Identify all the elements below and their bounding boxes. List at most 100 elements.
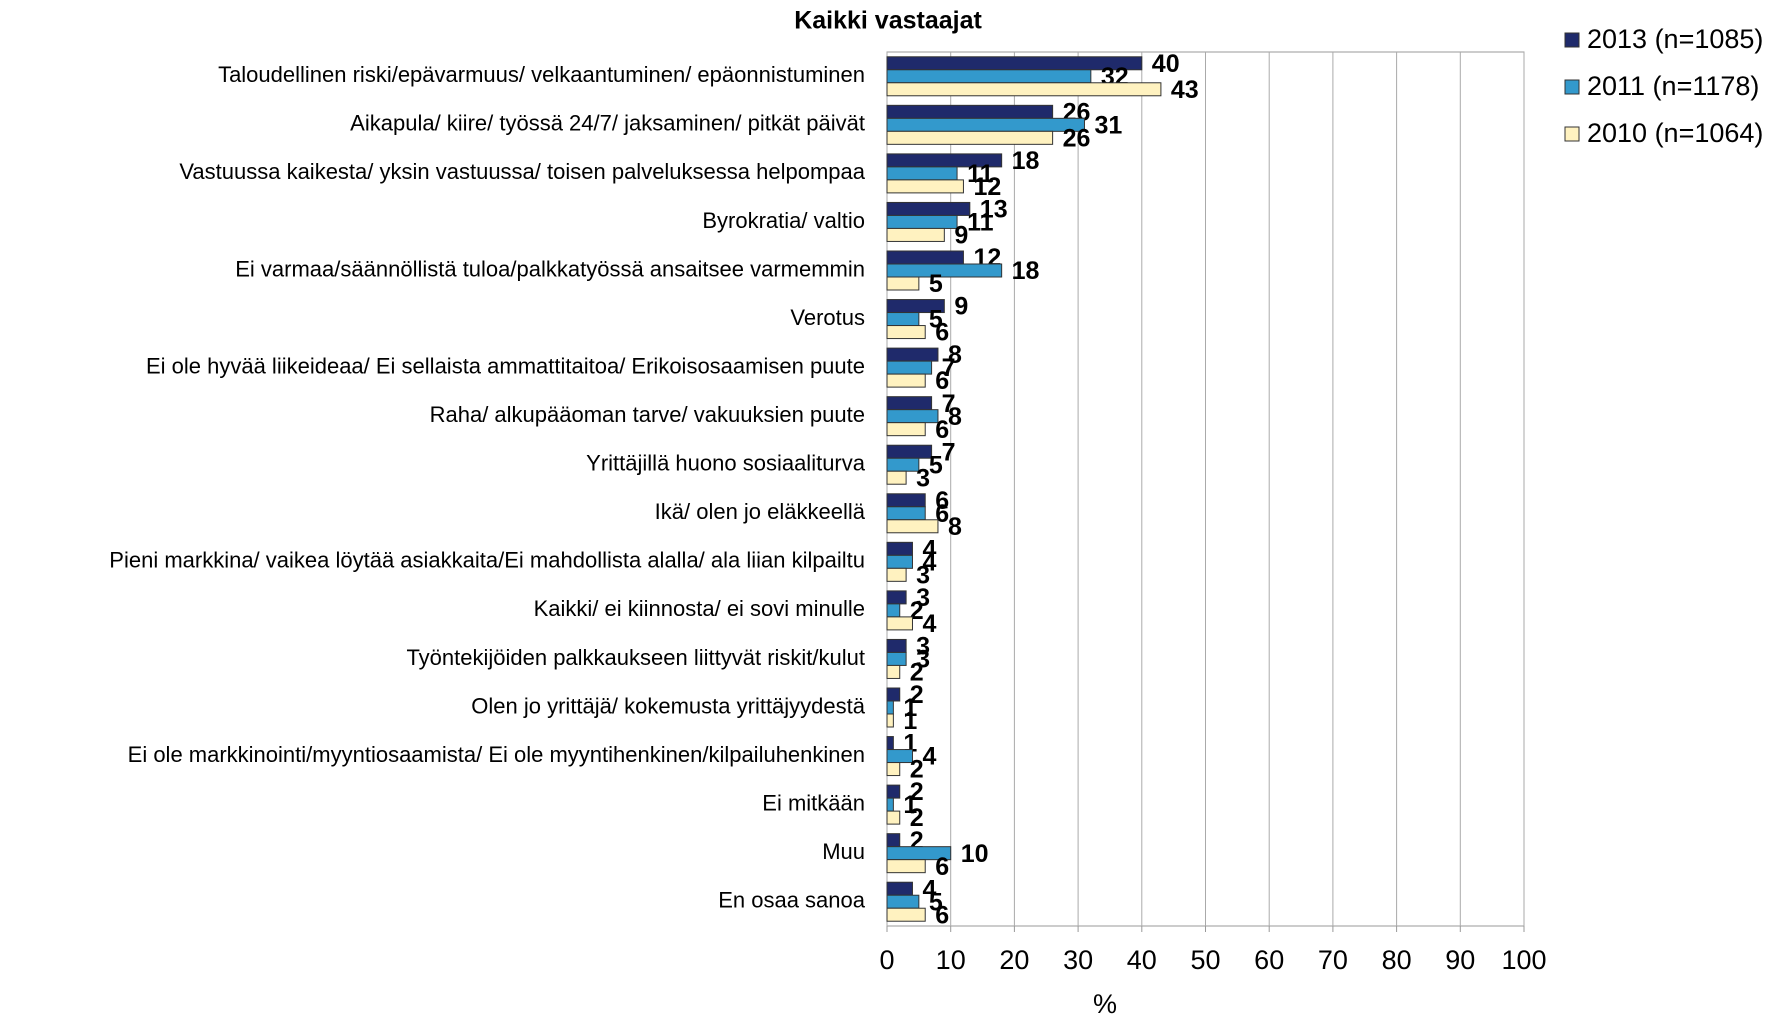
data-label: 6 — [935, 367, 949, 395]
bar — [886, 250, 964, 265]
bar — [886, 506, 926, 521]
data-label: 6 — [935, 319, 949, 347]
data-label: 4 — [922, 548, 936, 576]
legend-label: 2013 (n=1085) — [1587, 24, 1763, 54]
x-tick-label: 70 — [1318, 945, 1348, 975]
data-label: 4 — [922, 875, 936, 903]
y-tick-label: Vastuussa kaikesta/ yksin vastuussa/ toi… — [179, 159, 865, 184]
bar — [886, 373, 926, 388]
bar — [886, 276, 920, 291]
y-tick-label: Ikä/ olen jo eläkkeellä — [655, 499, 866, 524]
data-label: 9 — [954, 293, 968, 321]
data-label: 2 — [910, 756, 924, 784]
data-label: 6 — [935, 901, 949, 929]
legend-swatch — [1564, 79, 1580, 95]
bar — [886, 179, 964, 194]
bar — [886, 325, 926, 340]
bar — [886, 567, 907, 582]
y-tick-label: Ei mitkään — [762, 790, 865, 815]
bar — [886, 603, 901, 618]
bar — [886, 859, 926, 874]
data-label: 6 — [935, 853, 949, 881]
bar — [886, 396, 933, 411]
data-label: 8 — [948, 341, 962, 369]
data-label: 26 — [1063, 124, 1091, 152]
data-label: 4 — [922, 743, 936, 771]
bar — [886, 130, 1054, 145]
data-label: 13 — [980, 196, 1008, 224]
data-label: 1 — [903, 694, 917, 722]
y-tick-label: Yrittäjillä huono sosiaaliturva — [586, 451, 866, 476]
bar — [886, 664, 901, 679]
data-label: 5 — [929, 451, 943, 479]
y-tick-label: Pieni markkina/ vaikea löytää asiakkaita… — [109, 548, 865, 573]
data-label: 5 — [929, 888, 943, 916]
x-tick-label: 50 — [1190, 945, 1220, 975]
y-tick-label: Ei ole markkinointi/myyntiosaamista/ Ei … — [128, 742, 865, 767]
x-axis-label: % — [1093, 989, 1117, 1017]
data-label: 40 — [1152, 50, 1180, 78]
data-label: 5 — [929, 306, 943, 334]
bar — [886, 541, 913, 556]
data-label: 3 — [916, 561, 930, 589]
y-tick-label: Ei varmaa/säännöllistä tuloa/palkkatyöss… — [235, 256, 865, 281]
bar — [886, 117, 1085, 132]
data-label: 7 — [942, 354, 956, 382]
data-label: 6 — [935, 416, 949, 444]
x-tick-label: 80 — [1382, 945, 1412, 975]
data-label: 4 — [922, 610, 936, 638]
data-label: 3 — [916, 646, 930, 674]
bar — [886, 638, 907, 653]
y-tick-label: Raha/ alkupääoman tarve/ vakuuksien puut… — [430, 402, 865, 427]
data-label: 43 — [1171, 76, 1199, 104]
data-label: 8 — [948, 403, 962, 431]
x-tick-label: 20 — [999, 945, 1029, 975]
bar — [886, 347, 939, 362]
x-tick-label: 100 — [1501, 945, 1546, 975]
bar — [886, 616, 913, 631]
data-label: 12 — [973, 173, 1001, 201]
bar — [886, 457, 920, 472]
bar — [886, 762, 901, 777]
chart-title: Kaikki vastaajat — [794, 7, 982, 35]
bar — [886, 470, 907, 485]
data-label: 18 — [1012, 257, 1040, 285]
y-tick-label: En osaa sanoa — [718, 888, 866, 913]
data-label: 8 — [948, 513, 962, 541]
bar — [886, 104, 1054, 119]
data-label: 2 — [910, 778, 924, 806]
bar — [886, 784, 901, 799]
bar — [886, 590, 907, 605]
bar — [886, 312, 920, 327]
data-label: 2 — [910, 597, 924, 625]
y-tick-label: Työntekijöiden palkkaukseen liittyvät ri… — [406, 645, 865, 670]
x-tick-label: 30 — [1063, 945, 1093, 975]
bar — [886, 907, 926, 922]
bar — [886, 713, 894, 728]
bar — [886, 263, 1003, 278]
x-tick-label: 60 — [1254, 945, 1284, 975]
data-label: 1 — [903, 707, 917, 735]
bar — [886, 749, 913, 764]
bar — [886, 69, 1092, 84]
bar — [886, 736, 894, 751]
data-label: 2 — [910, 804, 924, 832]
bar — [886, 214, 958, 229]
data-label: 11 — [967, 160, 994, 188]
data-label: 2 — [910, 681, 924, 709]
bar — [886, 797, 894, 812]
bar — [886, 651, 907, 666]
data-label: 3 — [916, 464, 930, 492]
bar — [886, 700, 894, 715]
x-tick-label: 10 — [936, 945, 966, 975]
data-label: 6 — [935, 487, 949, 515]
data-label: 11 — [967, 209, 994, 237]
data-label: 9 — [954, 222, 968, 250]
y-tick-label: Muu — [822, 839, 865, 864]
data-label: 3 — [916, 633, 930, 661]
y-tick-label: Kaikki/ ei kiinnosta/ ei sovi minulle — [534, 596, 865, 621]
data-label: 10 — [961, 840, 989, 868]
bar — [886, 519, 939, 534]
data-label: 31 — [1094, 111, 1122, 139]
